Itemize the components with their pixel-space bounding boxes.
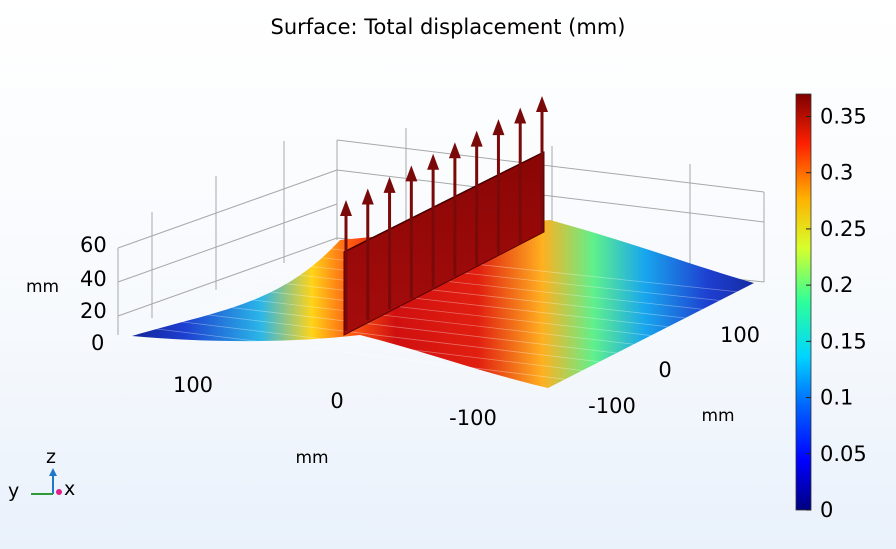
z-tick-label: 60 [80, 233, 107, 257]
load-arrow-head [514, 107, 527, 124]
triad-y-label: y [8, 480, 19, 502]
load-arrow-head [448, 142, 461, 159]
mesh-line [149, 327, 566, 380]
colorbar-tick-label: 0.15 [820, 329, 867, 353]
load-arrow-head [361, 188, 374, 205]
load-arrow-head [492, 119, 505, 136]
z-tick-label: 40 [80, 267, 107, 291]
chart-title: Surface: Total displacement (mm) [271, 15, 626, 39]
load-arrows [340, 96, 548, 331]
x-tick-label: 100 [173, 373, 213, 397]
z-axis: 60 40 20 0 mm [26, 233, 107, 355]
colorbar-tick-label: 0.3 [820, 161, 853, 185]
colorbar-gradient [795, 93, 812, 511]
load-arrow-head [383, 176, 396, 193]
load-arrow-head [405, 165, 418, 182]
y-tick-label: 100 [720, 323, 760, 347]
y-tick-label: -100 [588, 394, 636, 418]
load-arrow-head [470, 130, 483, 147]
triad-z-label: z [46, 446, 56, 468]
triad-x-label: x [64, 478, 75, 500]
mesh-line [253, 279, 669, 328]
colorbar-tick-label: 0.05 [820, 442, 867, 466]
load-arrow-head [427, 153, 440, 170]
colorbar: 0 0.05 0.1 0.15 0.2 0.25 0.3 0.35 [795, 93, 867, 522]
x-tick-label: -100 [449, 406, 497, 430]
mesh-line [218, 295, 634, 345]
colorbar-tick-label: 0.1 [820, 386, 853, 410]
mesh-line [166, 319, 583, 371]
x-tick-label: 0 [330, 389, 343, 413]
x-axis-unit: mm [295, 448, 328, 468]
colorbar-tick-label: 0 [820, 498, 833, 522]
mesh-line [270, 271, 686, 319]
mesh-line [183, 311, 600, 363]
load-arrow-head [536, 96, 548, 112]
colorbar-ticks: 0 0.05 0.1 0.15 0.2 0.25 0.3 0.35 [806, 104, 867, 522]
x-axis: 100 0 -100 mm [173, 373, 497, 468]
z-tick-label: 20 [80, 299, 107, 323]
y-axis: -100 0 100 mm [588, 323, 760, 426]
y-axis-unit: mm [701, 406, 734, 426]
colorbar-tick-label: 0.35 [820, 104, 867, 128]
z-tick-label: 0 [91, 331, 104, 355]
load-arrow-head [340, 200, 352, 216]
y-tick-label: 0 [658, 358, 671, 382]
z-axis-unit: mm [26, 277, 59, 297]
mesh-line [201, 303, 617, 354]
grid-lines [117, 128, 765, 335]
surface-mesh-lines [149, 247, 737, 380]
colorbar-tick-label: 0.25 [820, 217, 867, 241]
colorbar-tick-label: 0.2 [820, 273, 853, 297]
mesh-line [235, 287, 652, 336]
displacement-surface [132, 220, 754, 388]
axis-triad: z y x [8, 446, 75, 502]
